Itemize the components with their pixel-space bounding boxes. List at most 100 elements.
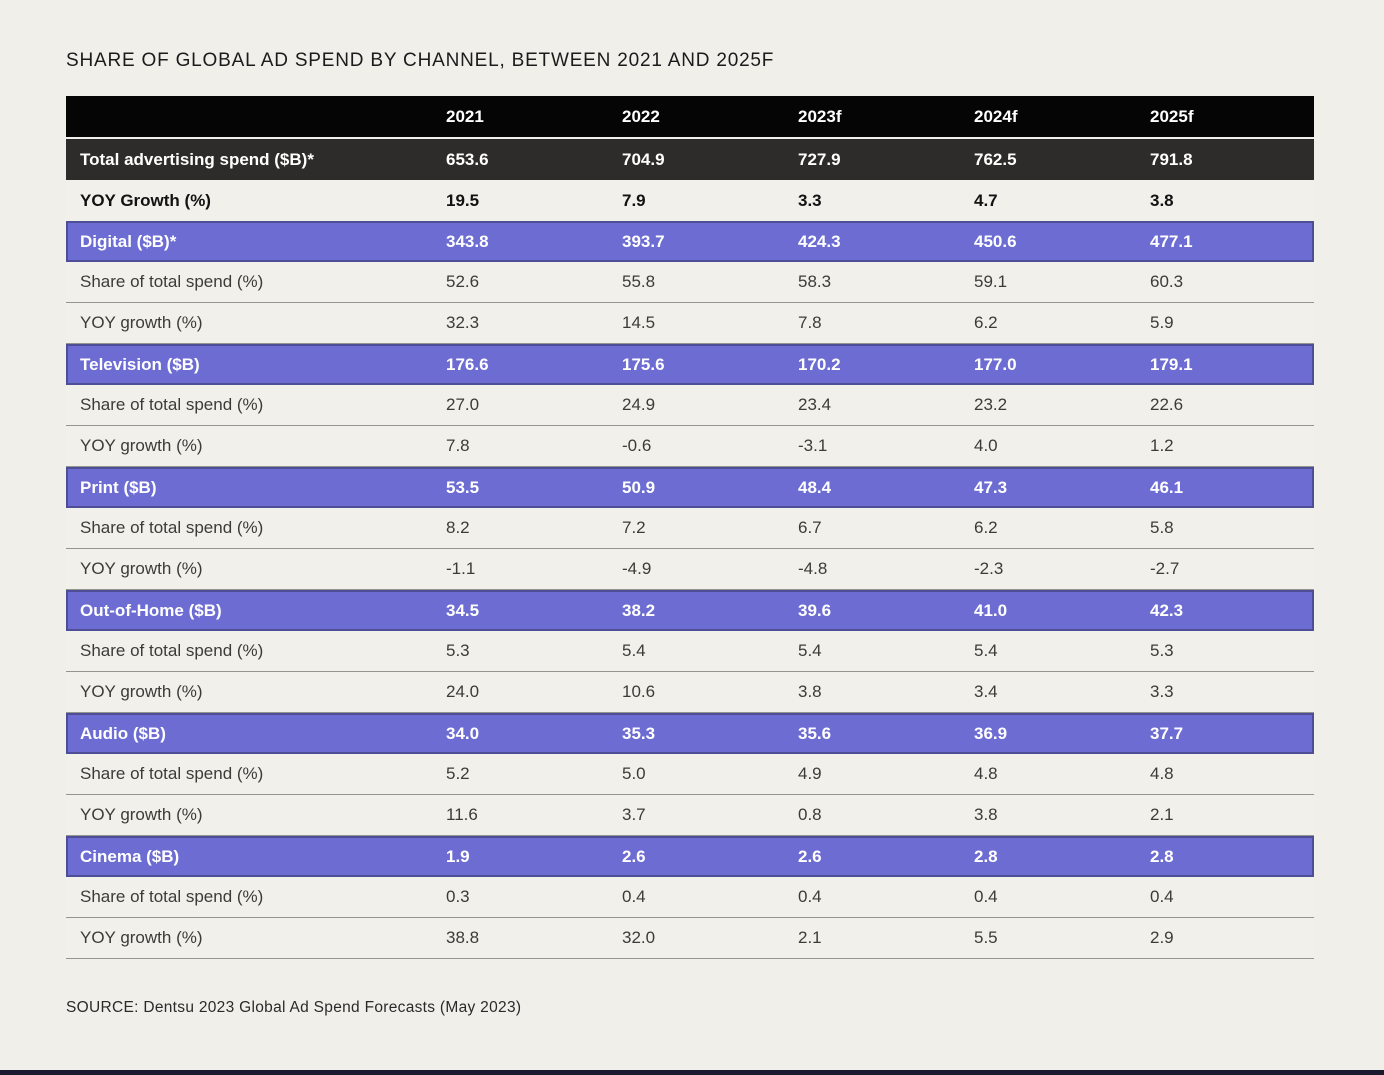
value-cell: 2.8 [974, 846, 998, 866]
value-cell: -2.3 [974, 559, 1004, 578]
row-label-cell: Share of total spend (%) [80, 272, 264, 291]
row-label-cell: YOY growth (%) [80, 805, 203, 824]
value-cell: 7.8 [798, 313, 822, 332]
table-row: Share of total spend (%) 52.6 55.8 58.3 59.1… [66, 262, 1314, 303]
value-cell: 5.2 [446, 764, 470, 783]
value-cell: 343.8 [446, 231, 489, 251]
value-cell: 762.5 [974, 149, 1017, 169]
value-cell: 14.5 [622, 313, 656, 332]
value-cell: 6.2 [974, 518, 998, 537]
value-cell: 4.9 [798, 764, 822, 783]
value-cell: 42.3 [1150, 600, 1184, 620]
value-cell: 39.6 [798, 600, 832, 620]
table-row: Total advertising spend ($B)* 653.6 704.9 7… [66, 139, 1314, 180]
value-cell: 35.3 [622, 723, 656, 743]
value-cell: 53.5 [446, 477, 480, 497]
value-cell: 32.3 [446, 313, 480, 332]
value-cell: 791.8 [1150, 149, 1193, 169]
table-row: Share of total spend (%) 5.3 5.4 5.4 5.4 5.3 [66, 631, 1314, 672]
value-cell: 35.6 [798, 723, 832, 743]
value-cell: 5.3 [1150, 641, 1174, 660]
value-cell: 34.5 [446, 600, 480, 620]
table-row: Share of total spend (%) 8.2 7.2 6.7 6.2 5.8 [66, 508, 1314, 549]
value-cell: 38.8 [446, 928, 480, 947]
value-cell: 7.9 [622, 190, 646, 210]
value-cell: 3.3 [798, 190, 822, 210]
row-label-cell: Television ($B) [80, 354, 200, 374]
value-cell: 2.1 [1150, 805, 1174, 824]
value-cell: 170.2 [798, 354, 841, 374]
row-label-cell: YOY growth (%) [80, 682, 203, 701]
value-cell: 3.8 [798, 682, 822, 701]
table-row: Out-of-Home ($B) 34.5 38.2 39.6 41.0 42.3 [66, 590, 1314, 631]
value-cell: 6.7 [798, 518, 822, 537]
value-cell: 3.8 [974, 805, 998, 824]
value-cell: 55.8 [622, 272, 656, 291]
table-row: Digital ($B)* 343.8 393.7 424.3 450.6 477.1 [66, 221, 1314, 262]
value-cell: 2.6 [622, 846, 646, 866]
value-cell: 5.0 [622, 764, 646, 783]
row-label-cell: Digital ($B)* [80, 231, 177, 251]
value-cell: 34.0 [446, 723, 480, 743]
value-cell: 5.5 [974, 928, 998, 947]
row-label-cell: YOY Growth (%) [80, 190, 211, 210]
row-label-cell: Share of total spend (%) [80, 887, 264, 906]
value-cell: 424.3 [798, 231, 841, 251]
value-cell: 1.9 [446, 846, 470, 866]
table-row: Share of total spend (%) 5.2 5.0 4.9 4.8 4.8 [66, 754, 1314, 795]
value-cell: 477.1 [1150, 231, 1193, 251]
table-header-row: 2021 2022 2023f 2024f 2025f [66, 96, 1314, 137]
value-cell: 24.0 [446, 682, 480, 701]
value-cell: 52.6 [446, 272, 480, 291]
value-cell: 175.6 [622, 354, 665, 374]
value-cell: -4.9 [622, 559, 652, 578]
table-row: YOY growth (%) 32.3 14.5 7.8 6.2 5.9 [66, 303, 1314, 344]
value-cell: 8.2 [446, 518, 470, 537]
value-cell: -3.1 [798, 436, 828, 455]
value-cell: 2.1 [798, 928, 822, 947]
row-label-cell: Share of total spend (%) [80, 764, 264, 783]
value-cell: 4.8 [974, 764, 998, 783]
value-cell: 5.3 [446, 641, 470, 660]
value-cell: 24.9 [622, 395, 656, 414]
value-cell: 0.8 [798, 805, 822, 824]
value-cell: 2.8 [1150, 846, 1174, 866]
value-cell: 3.4 [974, 682, 998, 701]
value-cell: 10.6 [622, 682, 656, 701]
value-cell: 7.2 [622, 518, 646, 537]
value-cell: 23.4 [798, 395, 832, 414]
value-cell: 4.0 [974, 436, 998, 455]
value-cell: 5.4 [622, 641, 646, 660]
value-cell: 58.3 [798, 272, 832, 291]
table-row: Share of total spend (%) 0.3 0.4 0.4 0.4 0.4 [66, 877, 1314, 918]
row-label-cell: YOY growth (%) [80, 436, 203, 455]
value-cell: 0.4 [974, 887, 998, 906]
value-cell: 3.3 [1150, 682, 1174, 701]
row-label-cell: YOY growth (%) [80, 559, 203, 578]
value-cell: 393.7 [622, 231, 665, 251]
table-row: YOY Growth (%) 19.5 7.9 3.3 4.7 3.8 [66, 180, 1314, 221]
table-row: YOY growth (%) 7.8 -0.6 -3.1 4.0 1.2 [66, 426, 1314, 467]
year-header-cell: 2021 [446, 106, 484, 126]
value-cell: 41.0 [974, 600, 1008, 620]
value-cell: 1.2 [1150, 436, 1174, 455]
value-cell: 7.8 [446, 436, 470, 455]
value-cell: 727.9 [798, 149, 841, 169]
year-header-cell: 2024f [974, 106, 1018, 126]
value-cell: 653.6 [446, 149, 489, 169]
value-cell: 4.7 [974, 190, 998, 210]
table-row: Cinema ($B) 1.9 2.6 2.6 2.8 2.8 [66, 836, 1314, 877]
value-cell: -2.7 [1150, 559, 1180, 578]
row-label-cell: Share of total spend (%) [80, 641, 264, 660]
table-row: Print ($B) 53.5 50.9 48.4 47.3 46.1 [66, 467, 1314, 508]
value-cell: 0.4 [622, 887, 646, 906]
value-cell: 6.2 [974, 313, 998, 332]
value-cell: 38.2 [622, 600, 656, 620]
year-header-cell: 2022 [622, 106, 660, 126]
year-header-cell: 2025f [1150, 106, 1194, 126]
row-label-cell: YOY growth (%) [80, 928, 203, 947]
page-bottom-accent-bar [0, 1070, 1384, 1075]
source-note: SOURCE: Dentsu 2023 Global Ad Spend Fore… [66, 999, 522, 1016]
table-row: Audio ($B) 34.0 35.3 35.6 36.9 37.7 [66, 713, 1314, 754]
